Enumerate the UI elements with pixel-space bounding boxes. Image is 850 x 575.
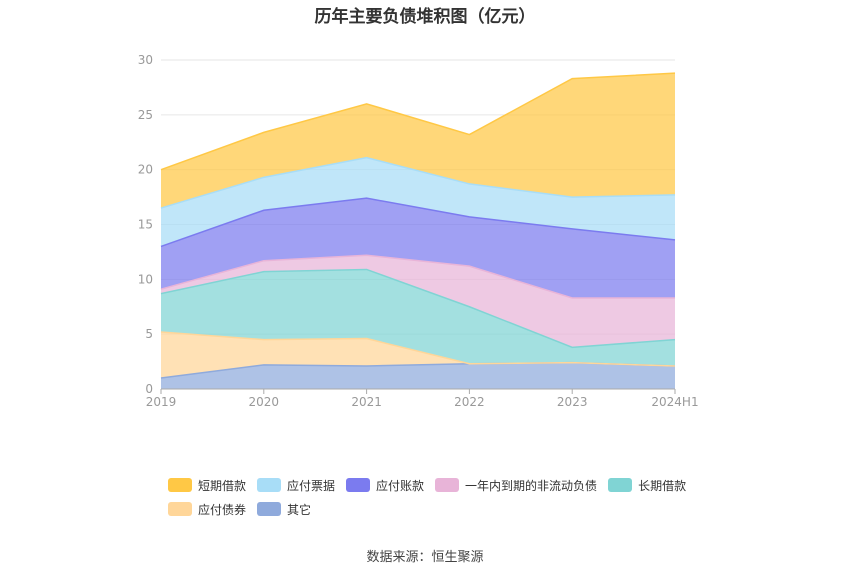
legend-label: 应付账款 xyxy=(376,478,425,493)
area-line-应付债券 xyxy=(160,331,676,367)
area-series xyxy=(161,73,675,389)
y-axis-ticks: 0 5 10 15 20 25 30 xyxy=(138,53,153,396)
legend-swatch xyxy=(168,502,192,516)
legend: 短期借款 应付票据 应付账款 一年内到期的非流动负债 长期借款 应付债券 其它 xyxy=(168,473,728,521)
legend-item-bonds-payable[interactable]: 应付债券 xyxy=(168,501,246,518)
legend-item-notes-payable[interactable]: 应付票据 xyxy=(257,477,335,494)
y-tick-label: 0 xyxy=(145,382,153,396)
area-series-应付票据[interactable] xyxy=(161,157,675,247)
legend-label: 应付票据 xyxy=(287,478,336,493)
legend-label: 短期借款 xyxy=(198,478,247,493)
x-axis-ticks: 2019 2020 2021 2022 2023 2024H1 xyxy=(146,395,699,409)
legend-row-1: 短期借款 应付票据 应付账款 一年内到期的非流动负债 长期借款 xyxy=(168,473,728,497)
legend-item-current-noncurrent-liabilities[interactable]: 一年内到期的非流动负债 xyxy=(435,477,597,494)
x-tick-label: 2019 xyxy=(146,395,177,409)
y-tick-label: 30 xyxy=(138,53,153,67)
legend-item-other[interactable]: 其它 xyxy=(257,501,311,518)
legend-item-accounts-payable[interactable]: 应付账款 xyxy=(346,477,424,494)
area-series-应付账款[interactable] xyxy=(161,198,675,298)
area-series-短期借款[interactable] xyxy=(161,73,675,209)
y-tick-label: 5 xyxy=(145,327,153,341)
legend-swatch xyxy=(257,478,282,492)
area-line-应付账款 xyxy=(160,197,676,248)
area-series-应付债券[interactable] xyxy=(161,331,675,379)
x-tick-label: 2021 xyxy=(351,395,382,409)
x-tick-label: 2024H1 xyxy=(651,395,698,409)
legend-label: 应付债券 xyxy=(198,502,247,517)
area-line-短期借款 xyxy=(160,72,676,171)
legend-swatch xyxy=(608,478,633,492)
legend-item-short-term-loans[interactable]: 短期借款 xyxy=(168,477,246,494)
data-source: 数据来源：恒生聚源 xyxy=(366,550,484,565)
legend-label: 一年内到期的非流动负债 xyxy=(465,478,598,493)
legend-row-2: 应付债券 其它 xyxy=(168,497,728,521)
legend-swatch xyxy=(435,478,460,492)
y-tick-label: 10 xyxy=(138,272,153,286)
legend-swatch xyxy=(257,502,282,516)
x-tick-label: 2022 xyxy=(454,395,485,409)
x-tick-label: 2020 xyxy=(249,395,280,409)
area-line-一年内到期的非流动负债 xyxy=(160,254,675,299)
legend-swatch xyxy=(168,478,192,492)
legend-label: 其它 xyxy=(287,502,312,517)
legend-label: 长期借款 xyxy=(638,478,687,493)
x-tick-label: 2023 xyxy=(557,395,588,409)
area-line-长期借款 xyxy=(160,268,676,349)
y-tick-label: 15 xyxy=(138,218,153,232)
area-series-其它[interactable] xyxy=(161,362,675,389)
legend-item-long-term-loans[interactable]: 长期借款 xyxy=(608,477,686,494)
y-tick-label: 20 xyxy=(138,163,153,177)
area-series-一年内到期的非流动负债[interactable] xyxy=(161,255,675,348)
area-line-应付票据 xyxy=(160,156,676,209)
legend-swatch xyxy=(346,478,371,492)
area-top-lines xyxy=(160,72,676,379)
area-series-长期借款[interactable] xyxy=(161,269,675,366)
x-axis xyxy=(160,388,676,394)
y-tick-label: 25 xyxy=(138,108,153,122)
chart-title: 历年主要负债堆积图（亿元） xyxy=(314,7,536,27)
